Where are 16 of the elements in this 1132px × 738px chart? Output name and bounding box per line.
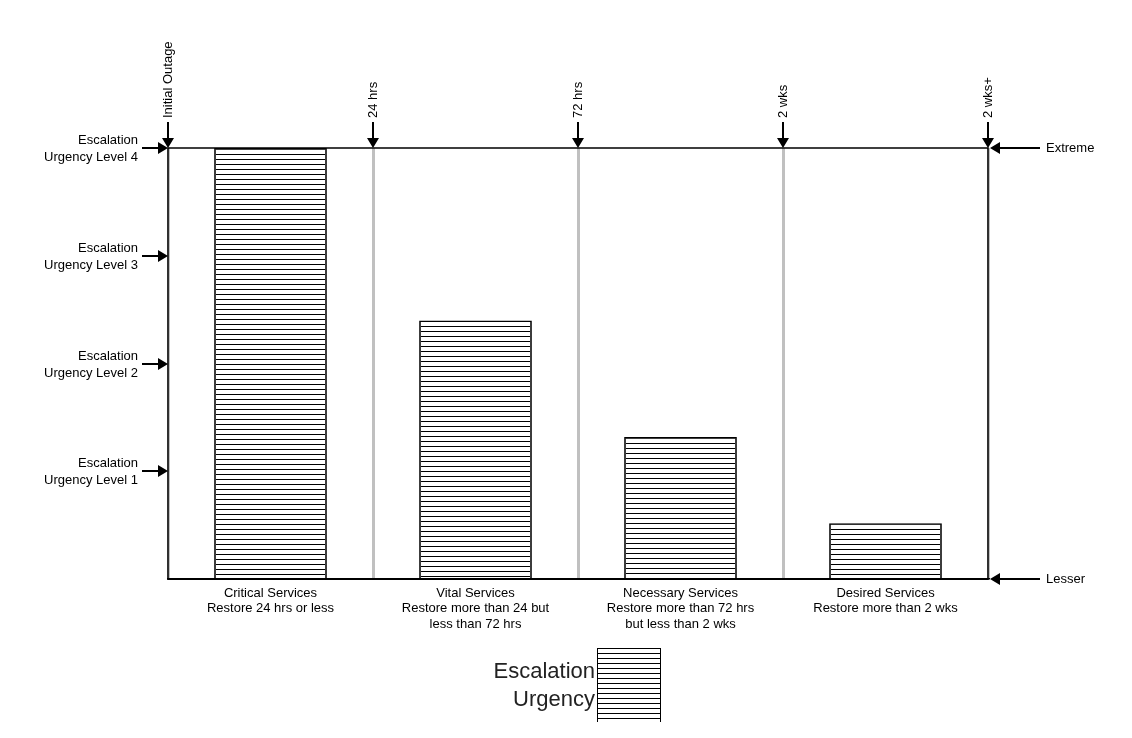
text: Initial Outage [160, 41, 176, 118]
x-tick-label: Desired Services Restore more than 2 wks [813, 584, 959, 616]
text: Escalation Urgency Level 3 [44, 238, 138, 273]
text: 2 wks [775, 84, 791, 118]
text: Escalation Urgency Level 2 [44, 346, 138, 381]
text: Escalation Urgency [492, 657, 595, 713]
text: Escalation Urgency Level 1 [44, 454, 138, 489]
text: Lesser [1046, 571, 1086, 587]
x-tick-label: Critical Services Restore 24 hrs or less [206, 584, 335, 616]
x-tick-label: Necessary Services Restore more than 72 hrs but less than 2 wks [606, 584, 755, 631]
text: Extreme [1046, 140, 1095, 155]
text: Escalation Urgency Level 4 [44, 131, 138, 165]
text: 24 hrs [365, 81, 381, 118]
text: 2 wks+ [980, 77, 996, 118]
text: 72 hrs [570, 81, 586, 118]
x-tick-label: Vital Services Restore more than 24 but less than 72 hrs [401, 584, 550, 631]
